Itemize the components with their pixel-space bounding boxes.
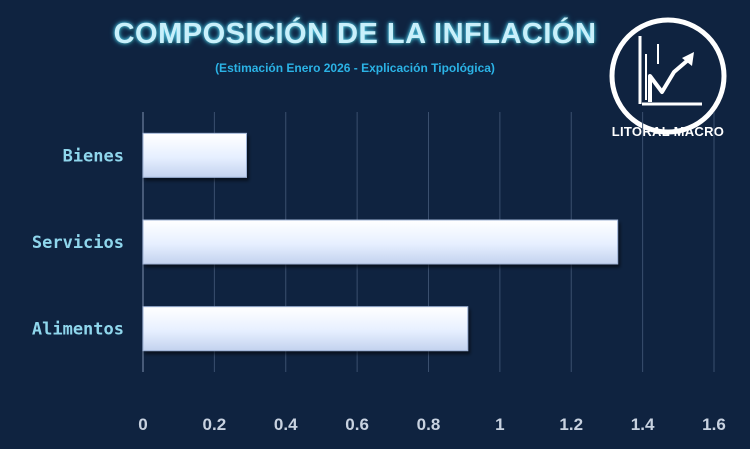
x-tick-label: 1 [495, 415, 504, 434]
litoral-macro-logo-icon [609, 17, 727, 135]
x-tick-label: 0.6 [345, 415, 369, 434]
bar-servicios [142, 219, 619, 265]
x-tick-label: 1.2 [559, 415, 583, 434]
x-tick-label: 0 [138, 415, 147, 434]
x-tick-label: 0.8 [417, 415, 441, 434]
brand-name: LITORAL MACRO [611, 124, 725, 139]
x-tick-label: 0.2 [203, 415, 227, 434]
x-tick-label: 1.4 [631, 415, 655, 434]
x-tick-label: 0.4 [274, 415, 298, 434]
category-label: Alimentos [32, 320, 124, 340]
category-label: Bienes [63, 146, 124, 166]
chart-subtitle: (Estimación Enero 2026 - Explicación Tip… [215, 61, 495, 75]
bar-bienes [142, 132, 247, 178]
chart-title: COMPOSICIÓN DE LA INFLACIÓN [113, 18, 597, 50]
bar-alimentos [142, 306, 469, 352]
x-tick-label: 1.6 [702, 415, 726, 434]
category-label: Servicios [32, 233, 124, 253]
